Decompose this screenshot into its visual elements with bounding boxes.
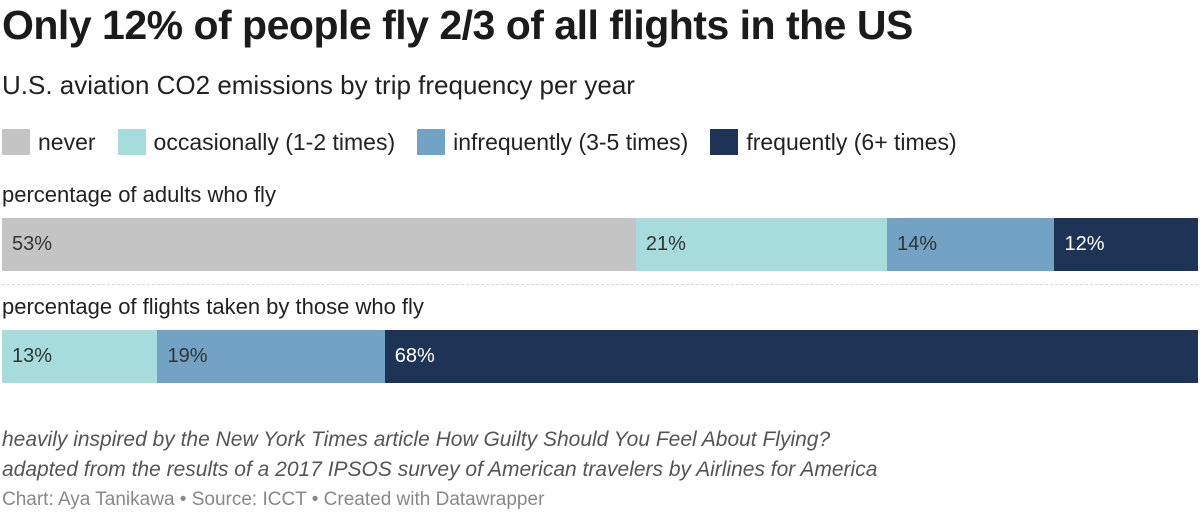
- bar-segment-occasionally: 13%: [2, 330, 158, 383]
- bar-adults: 53% 21% 14% 12%: [2, 218, 1198, 271]
- chart-byline: Chart: Aya Tanikawa • Source: ICCT • Cre…: [2, 489, 545, 510]
- legend-item-occasionally: occasionally (1-2 times): [117, 128, 396, 156]
- row-label-flights: percentage of flights taken by those who…: [2, 294, 424, 319]
- legend-swatch-occasionally: [117, 129, 146, 155]
- legend-label-infrequently: infrequently (3-5 times): [453, 128, 689, 155]
- legend-swatch-never: [2, 129, 30, 155]
- data-label: 13%: [12, 345, 53, 367]
- bar-flights: 13% 19% 68%: [2, 330, 1198, 383]
- data-label: 21%: [645, 233, 686, 255]
- legend-label-occasionally: occasionally (1-2 times): [153, 128, 396, 155]
- legend-label-never: never: [38, 128, 96, 155]
- legend-swatch-frequently: [710, 129, 739, 155]
- data-label: 53%: [12, 233, 53, 255]
- note-line-1: heavily inspired by the New York Times a…: [2, 428, 831, 451]
- row-divider: [2, 284, 1198, 285]
- data-label: 12%: [1064, 233, 1105, 255]
- note-line-2: adapted from the results of a 2017 IPSOS…: [2, 458, 878, 481]
- legend-label-frequently: frequently (6+ times): [746, 128, 957, 155]
- data-label: 19%: [167, 345, 208, 367]
- chart-notes: heavily inspired by the New York Times a…: [2, 425, 877, 485]
- data-label: 14%: [897, 233, 938, 255]
- legend-item-infrequently: infrequently (3-5 times): [417, 129, 688, 156]
- data-label: 68%: [394, 345, 435, 367]
- chart-subtitle: U.S. aviation CO2 emissions by trip freq…: [2, 70, 635, 100]
- legend: never occasionally (1-2 times) infrequen…: [2, 128, 979, 156]
- bar-segment-frequently: 12%: [1054, 218, 1198, 271]
- bar-segment-infrequently: 19%: [157, 330, 385, 383]
- legend-item-never: never: [2, 129, 96, 156]
- bar-segment-never: 53%: [2, 218, 636, 271]
- bar-segment-occasionally: 21%: [635, 218, 888, 271]
- legend-swatch-infrequently: [417, 129, 446, 155]
- bar-segment-infrequently: 14%: [887, 218, 1055, 271]
- bar-segment-frequently: 68%: [384, 330, 1198, 383]
- legend-item-frequently: frequently (6+ times): [710, 128, 957, 156]
- chart-title: Only 12% of people fly 2/3 of all flight…: [2, 2, 913, 48]
- row-label-adults: percentage of adults who fly: [2, 182, 276, 207]
